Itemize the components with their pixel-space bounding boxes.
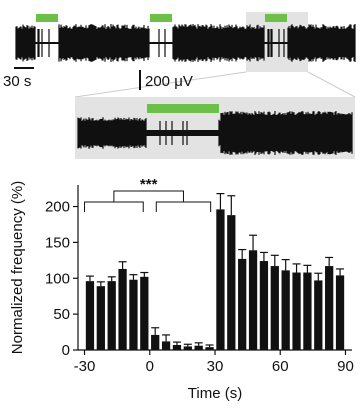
bar: [270, 266, 279, 350]
bar: [161, 341, 171, 350]
y-tick-label: 150: [45, 234, 70, 251]
bar: [205, 347, 214, 350]
significance-label: ***: [140, 176, 158, 193]
x-tick-label: 60: [272, 358, 289, 375]
bar: [118, 268, 127, 350]
y-tick-label: 100: [45, 270, 70, 287]
y-axis-label: Normalized frequency (%): [9, 181, 26, 354]
bar: [248, 250, 258, 350]
bar: [107, 281, 116, 350]
bracket-top: [113, 190, 184, 202]
bar: [151, 334, 160, 350]
zoom-connector-left: [74, 71, 247, 98]
stim-bar-1: [36, 14, 58, 22]
zoom-connector-right: [307, 71, 356, 98]
bar: [281, 270, 290, 350]
stim-bar-zoom: [147, 104, 219, 113]
top-trace: [15, 24, 356, 62]
bar: [238, 258, 247, 350]
y-tick-label: 200: [45, 199, 70, 216]
x-tick-label: -30: [74, 358, 96, 375]
bar: [325, 266, 334, 350]
time-scale-label: 30 s: [3, 73, 32, 90]
bracket-left: [84, 201, 144, 212]
bar: [96, 286, 105, 350]
bar: [129, 279, 138, 350]
bar: [335, 275, 345, 350]
bar: [314, 280, 323, 350]
bracket-right: [155, 201, 212, 212]
stim-bar-3: [265, 14, 287, 22]
voltage-scale-label: 200 μV: [145, 73, 193, 90]
bar: [227, 215, 236, 350]
frequency-bar-chart: Normalized frequency (%) Time (s) *** 0 5…: [9, 176, 354, 402]
x-tick-label: 90: [337, 358, 354, 375]
bar: [172, 344, 182, 350]
recording-traces: [14, 12, 356, 159]
zoom-trace: [77, 111, 353, 155]
stim-bar-2: [150, 14, 172, 22]
x-axis-label: Time (s): [188, 385, 242, 402]
y-tick-label: 50: [53, 306, 70, 323]
bar: [216, 209, 225, 350]
bar: [140, 276, 149, 350]
bar: [183, 346, 192, 350]
bar: [303, 272, 312, 350]
bar: [194, 345, 203, 350]
y-tick-label: 0: [62, 342, 70, 359]
x-tick-label: 0: [146, 358, 154, 375]
bar: [85, 281, 95, 350]
x-tick-label: 30: [207, 358, 224, 375]
bar: [259, 261, 269, 350]
bar: [292, 272, 301, 350]
